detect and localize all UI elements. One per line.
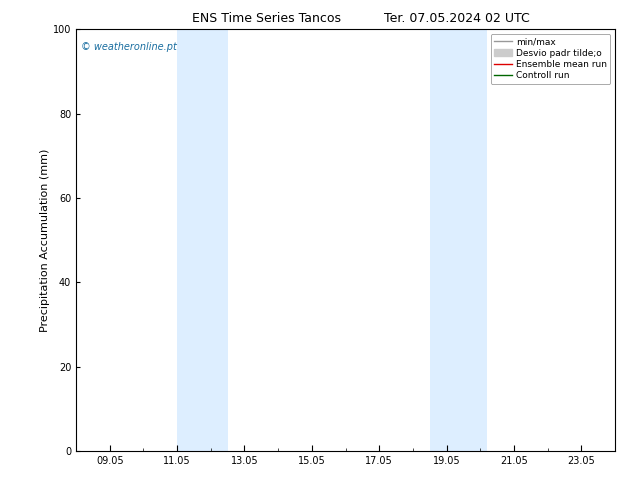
Bar	[430, 29, 487, 451]
Text: ENS Time Series Tancos: ENS Time Series Tancos	[191, 12, 341, 25]
Text: © weatheronline.pt: © weatheronline.pt	[81, 42, 178, 52]
Y-axis label: Precipitation Accumulation (mm): Precipitation Accumulation (mm)	[40, 148, 50, 332]
Legend: min/max, Desvio padr tilde;o, Ensemble mean run, Controll run: min/max, Desvio padr tilde;o, Ensemble m…	[491, 34, 611, 84]
Bar	[177, 29, 228, 451]
Text: Ter. 07.05.2024 02 UTC: Ter. 07.05.2024 02 UTC	[384, 12, 529, 25]
